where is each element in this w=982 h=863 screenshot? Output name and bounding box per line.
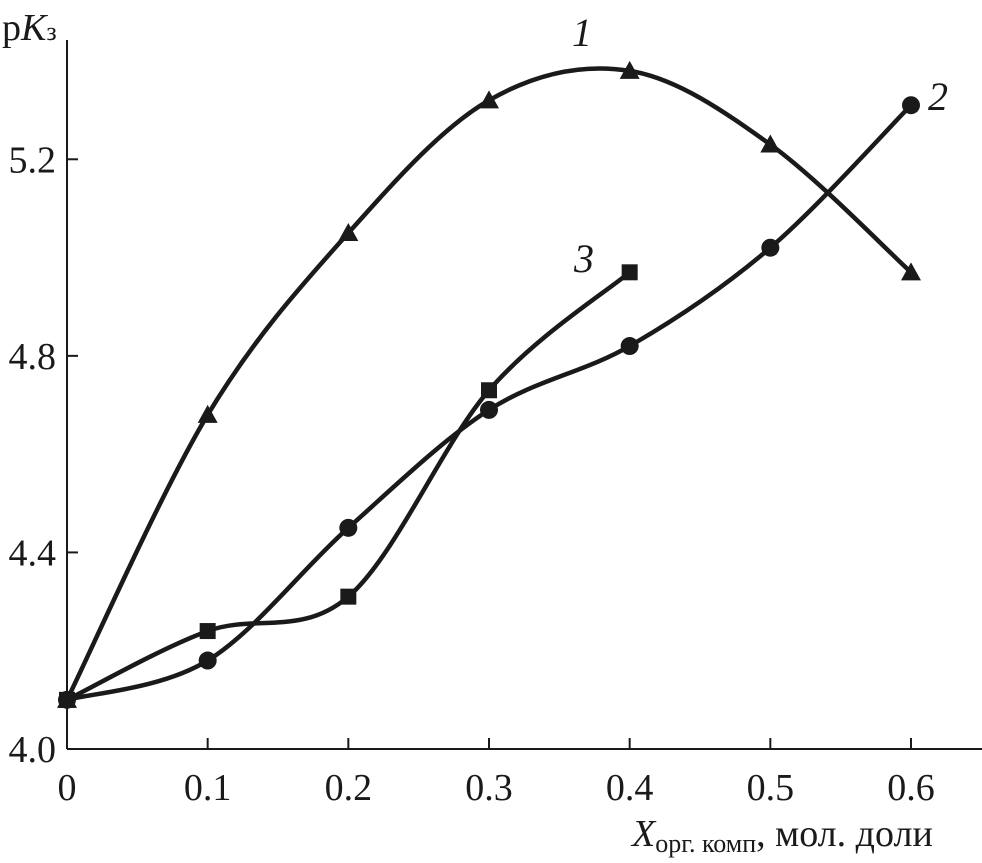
series-line-3 (64, 270, 632, 703)
y-tick-label: 4.4 (9, 532, 57, 574)
axes (66, 40, 982, 750)
x-tick-label: 0.6 (887, 767, 935, 809)
x-tick-label: 0 (58, 767, 77, 809)
series-1-point (619, 60, 640, 79)
series-label-1: 1 (572, 10, 592, 55)
series-2-point (198, 651, 217, 670)
series-markers (57, 60, 921, 709)
series-1-point (901, 262, 921, 281)
series-2-point (339, 518, 358, 537)
series-label-2: 2 (928, 74, 948, 119)
ticks: 0 0.1 0.2 0.3 0.4 0.5 0.6 4.0 4.4 4.8 5.2 (9, 139, 935, 809)
y-axis-title: pKз (2, 7, 57, 49)
y-tick-label: 5.2 (9, 139, 57, 181)
series-3-point (621, 264, 638, 281)
series-1-point (479, 90, 499, 109)
series-2-point (902, 96, 920, 115)
series-2-point (761, 238, 780, 257)
x-axis-title: Xорг. комп, мол. доли (630, 813, 933, 858)
x-tick-label: 0.4 (606, 767, 654, 809)
series-3-point (199, 623, 216, 640)
series-1-point (338, 223, 359, 241)
series-1-point (760, 134, 781, 153)
y-tick-label: 4.0 (9, 729, 57, 771)
series-3-point (59, 691, 75, 708)
x-tick-label: 0.2 (325, 767, 373, 809)
series-3-point (340, 588, 357, 605)
x-tick-label: 0.3 (465, 767, 513, 809)
series-2-point (480, 400, 498, 419)
series-3-point (481, 382, 497, 399)
series-2-point (620, 337, 639, 356)
series-1-point (197, 404, 218, 423)
series-label-3: 3 (573, 236, 594, 281)
y-tick-label: 4.8 (9, 336, 57, 378)
x-tick-label: 0.5 (747, 767, 795, 809)
x-tick-label: 0.1 (184, 767, 232, 809)
